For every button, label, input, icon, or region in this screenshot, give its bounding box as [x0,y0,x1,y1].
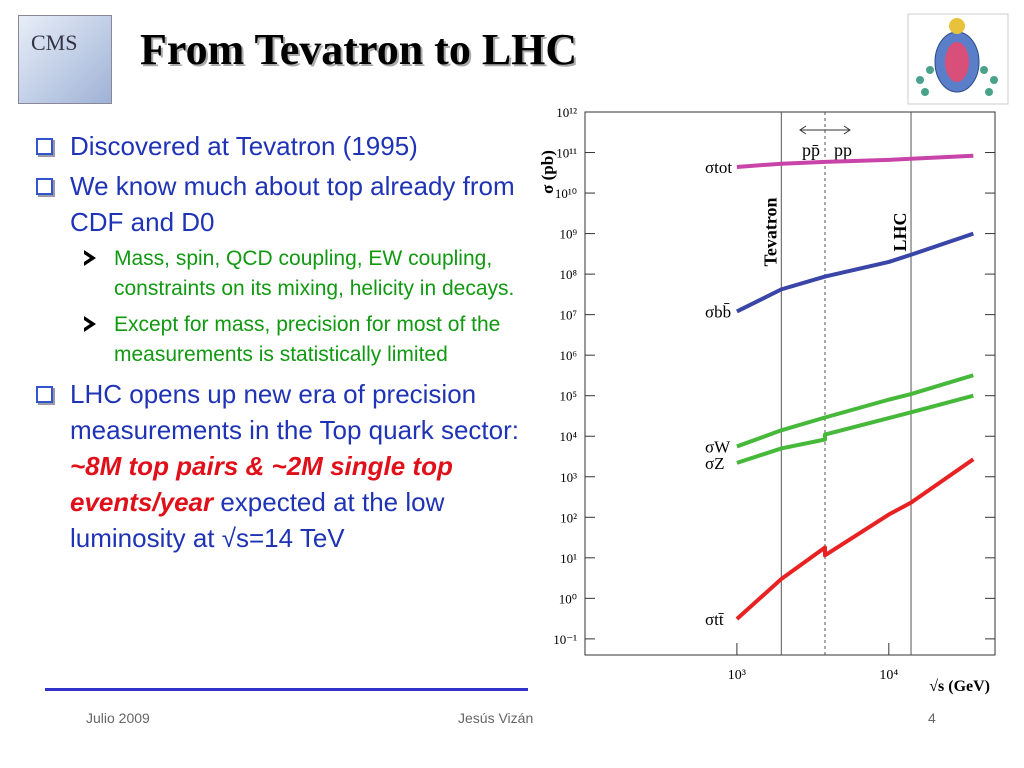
y-tick-label: 10⁵ [559,389,577,404]
y-tick-label: 10⁷ [559,308,577,323]
bullet: We know much about top already from CDF … [34,168,539,240]
y-tick-label: 10⁹ [559,227,577,242]
x-tick-label: 10⁴ [879,668,898,683]
bullet-text: ~8M top pairs & ~2M single top events/ye… [70,451,453,517]
series-label: σbb̄ [705,302,731,321]
bullet-marker [36,386,53,403]
series-label: σtt̄ [705,610,724,629]
bullet-text: Discovered at Tevatron (1995) [70,131,418,161]
marker-label: LHC [890,212,910,251]
series-line [736,393,974,465]
bullet-text: Mass, spin, QCD coupling, EW coupling, c… [114,247,515,300]
marker-label: pp̄ [802,140,820,160]
y-tick-label: 10⁻¹ [553,632,577,647]
bullet-marker [36,138,53,155]
series-line [736,373,974,449]
series-line [736,153,974,169]
bullet-text: LHC opens up new era of precision measur… [70,379,519,445]
bullet-marker [36,178,53,195]
slide-title: From Tevatron to LHC [140,25,578,74]
footer-date: Julio 2009 [86,710,150,726]
y-tick-label: 10¹² [556,105,577,120]
y-tick-label: 10⁶ [559,348,577,363]
page-number: 4 [928,710,936,726]
x-tick-label: 10³ [728,668,746,683]
footer-author: Jesús Vizán [458,710,534,726]
series-label: σZ [705,454,725,473]
marker-label: pp [834,140,852,160]
bullet-text: Except for mass, precision for most of t… [114,313,501,366]
series-label: σtot [705,158,732,177]
marker-arrow [799,125,851,135]
marker-label: Tevatron [760,197,780,266]
bullet-text: We know much about top already from CDF … [70,171,515,237]
separator [45,688,528,691]
y-tick-label: 10² [560,510,577,525]
plot-frame [584,111,996,656]
logo-text: CMS [31,30,78,55]
bullet: LHC opens up new era of precision measur… [34,376,539,556]
y-tick-label: 10¹⁰ [555,186,577,201]
y-axis-label: σ (pb) [538,150,557,194]
y-tick-label: 10⁸ [559,267,577,282]
y-tick-label: 10⁰ [559,591,577,606]
series-label: σW [705,437,731,456]
x-axis-label: √s (GeV) [929,678,990,695]
y-tick-label: 10³ [560,470,577,485]
bullet-marker [84,316,96,332]
y-tick-label: 10¹ [560,551,577,566]
bullet: Mass, spin, QCD coupling, EW coupling, c… [34,244,539,304]
series-line [736,231,974,314]
y-tick-label: 10⁴ [559,429,577,444]
bullet-marker [84,250,96,266]
bullet-text: expected at the low luminosity at √s=14 … [70,487,445,553]
series-line [735,457,975,621]
bullet: Except for mass, precision for most of t… [34,310,539,370]
bullet-list: Discovered at Tevatron (1995) We know muc… [34,128,539,560]
y-tick-label: 10¹¹ [556,146,577,161]
cms-logo: CMS [18,15,112,104]
bullet: Discovered at Tevatron (1995) [34,128,539,164]
right-logo [907,13,1009,105]
